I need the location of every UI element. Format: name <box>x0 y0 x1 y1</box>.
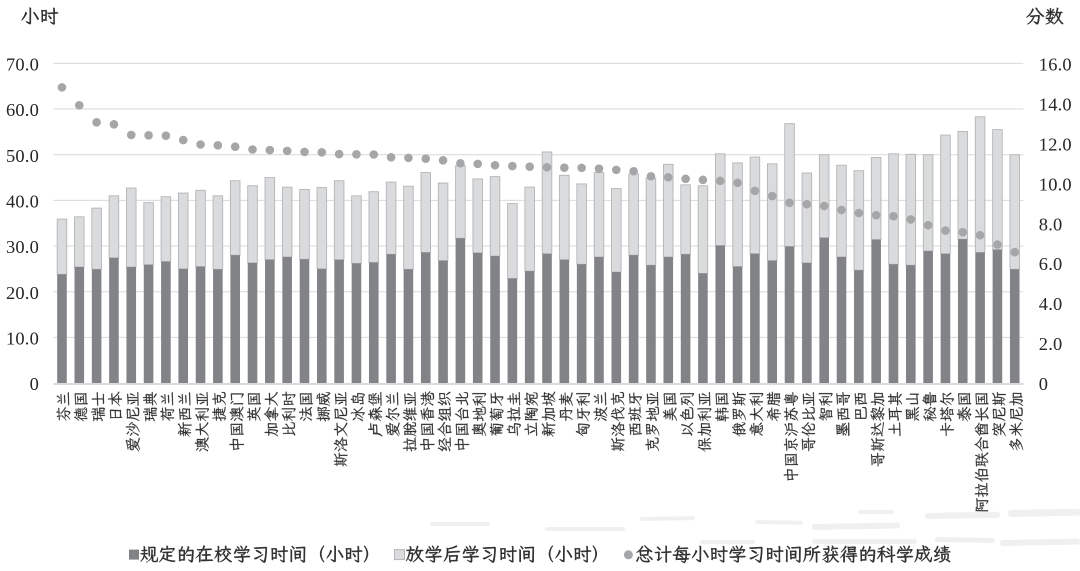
svg-text:4.0: 4.0 <box>1039 294 1063 314</box>
svg-text:14.0: 14.0 <box>1039 94 1072 114</box>
svg-text:2.0: 2.0 <box>1039 334 1063 354</box>
svg-text:0: 0 <box>1039 374 1048 394</box>
svg-text:10.0: 10.0 <box>6 328 39 348</box>
svg-text:50.0: 50.0 <box>6 146 39 166</box>
svg-text:40.0: 40.0 <box>6 192 39 212</box>
svg-text:10.0: 10.0 <box>1039 174 1072 194</box>
svg-text:60.0: 60.0 <box>6 100 39 120</box>
svg-text:12.0: 12.0 <box>1039 134 1072 154</box>
svg-text:30.0: 30.0 <box>6 237 39 257</box>
svg-text:20.0: 20.0 <box>6 283 39 303</box>
svg-text:8.0: 8.0 <box>1039 214 1063 234</box>
svg-text:0: 0 <box>30 374 39 394</box>
svg-text:16.0: 16.0 <box>1039 55 1072 75</box>
svg-text:6.0: 6.0 <box>1039 254 1063 274</box>
svg-text:70.0: 70.0 <box>6 55 39 75</box>
